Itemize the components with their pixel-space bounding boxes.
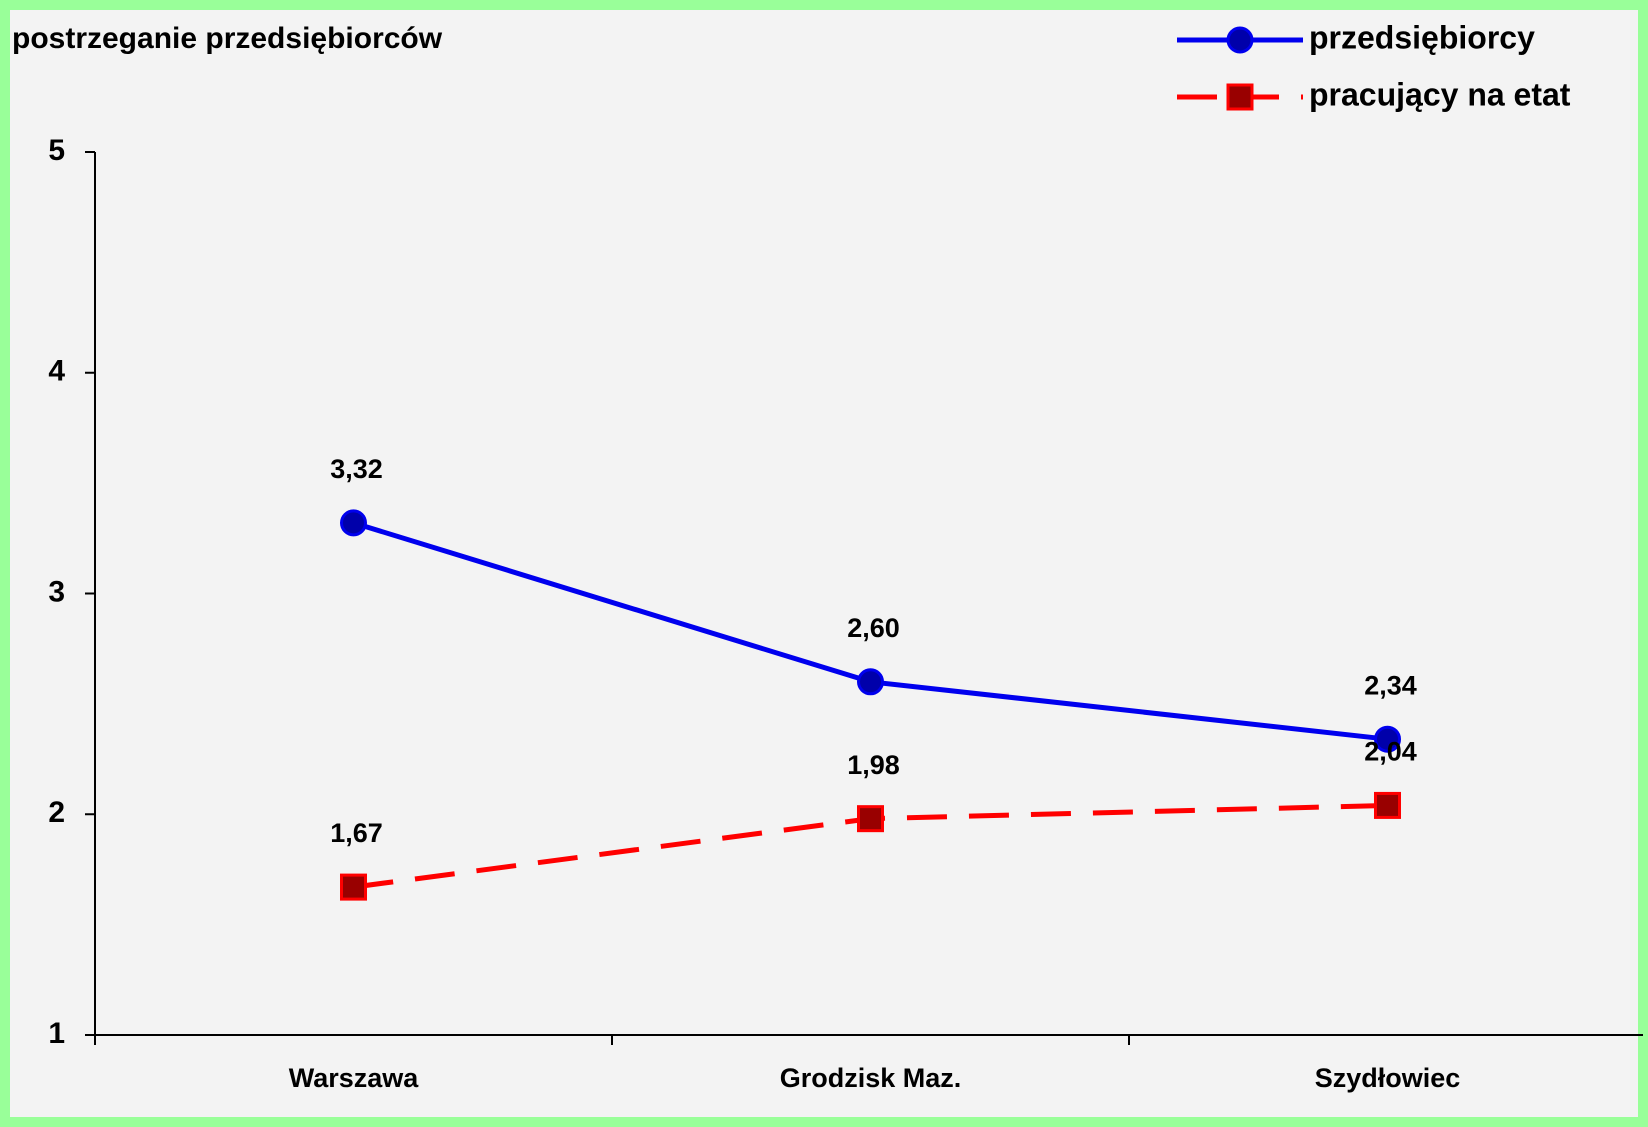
point (1226, 83, 1254, 111)
legend-label: pracujący na etat (1309, 76, 1571, 112)
y-tick-label: 2 (48, 796, 65, 829)
y-tick-label: 5 (48, 134, 65, 167)
x-tick-label: Grodzisk Maz. (780, 1063, 962, 1093)
x-tick-label: Warszawa (289, 1063, 420, 1093)
point (340, 509, 367, 537)
data-label: 2,34 (1364, 670, 1417, 700)
x-tick-label: Szydłowiec (1315, 1063, 1461, 1093)
data-label: 3,32 (330, 454, 383, 484)
point (1374, 725, 1401, 753)
point (857, 805, 884, 833)
point (1374, 791, 1401, 819)
chart-title: postrzeganie przedsiębiorców (12, 22, 443, 55)
data-label: 2,60 (847, 613, 900, 643)
point (857, 668, 884, 696)
data-label: 1,67 (330, 818, 383, 848)
data-label: 1,98 (847, 750, 900, 780)
point (340, 873, 367, 901)
point (1226, 26, 1254, 54)
data-label: 2,04 (1364, 737, 1417, 767)
y-tick-label: 1 (48, 1017, 65, 1050)
legend-label: przedsiębiorcy (1309, 19, 1535, 55)
y-tick-label: 4 (48, 355, 65, 388)
y-tick-label: 3 (48, 575, 65, 608)
